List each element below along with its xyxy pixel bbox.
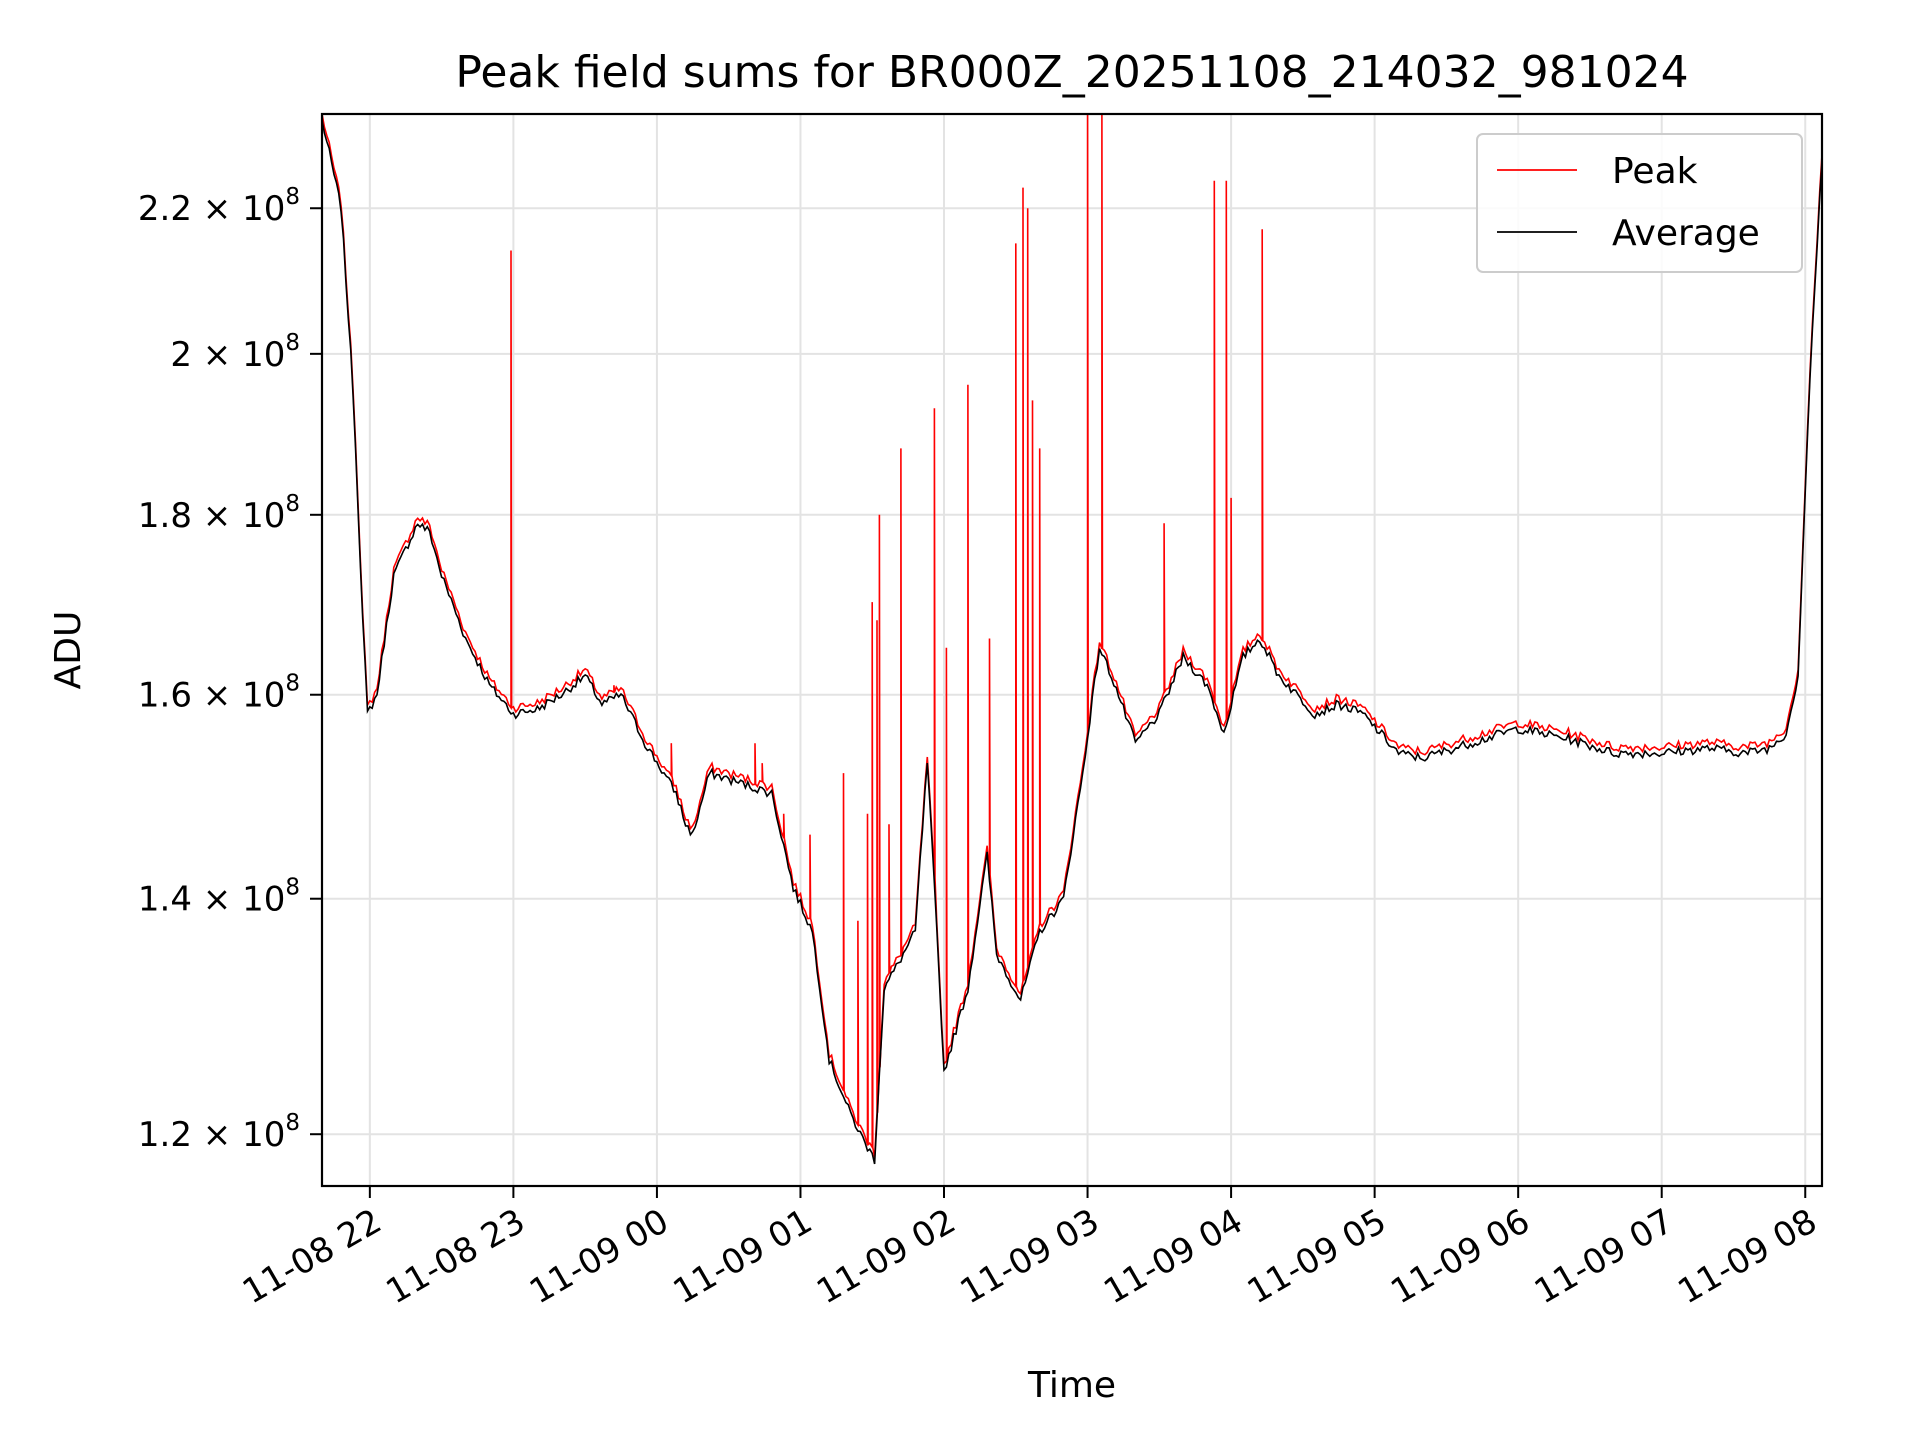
y-tick-label: 2.2 × 108 — [138, 184, 300, 229]
x-axis-label: Time — [1027, 1365, 1116, 1406]
legend: Peak Average — [1476, 133, 1803, 273]
grid-lines — [322, 114, 1822, 1186]
axes-frame — [320, 112, 1824, 1188]
y-tick-label: 1.8 × 108 — [138, 491, 300, 536]
y-tick-label: 2 × 108 — [170, 330, 300, 375]
plot-area — [322, 114, 1822, 1165]
series-layer — [322, 114, 1822, 1165]
y-tick-label: 1.2 × 108 — [138, 1110, 300, 1155]
y-tick-label: 1.6 × 108 — [138, 671, 300, 716]
chart-title: Peak field sums for BR000Z_20251108_2140… — [455, 47, 1688, 98]
legend-label-average: Average — [1612, 213, 1760, 254]
y-axis-label: ADU — [48, 611, 89, 690]
series-line-peak — [322, 114, 1822, 1158]
y-tick-label: 1.4 × 108 — [138, 875, 300, 920]
series-line-average — [322, 119, 1822, 1165]
legend-label-peak: Peak — [1612, 151, 1698, 192]
y-axis-ticks: 1.2 × 108 1.4 × 108 1.6 × 108 1.8 × 108 2 × … — [138, 184, 322, 1155]
legend-box — [1476, 133, 1803, 273]
